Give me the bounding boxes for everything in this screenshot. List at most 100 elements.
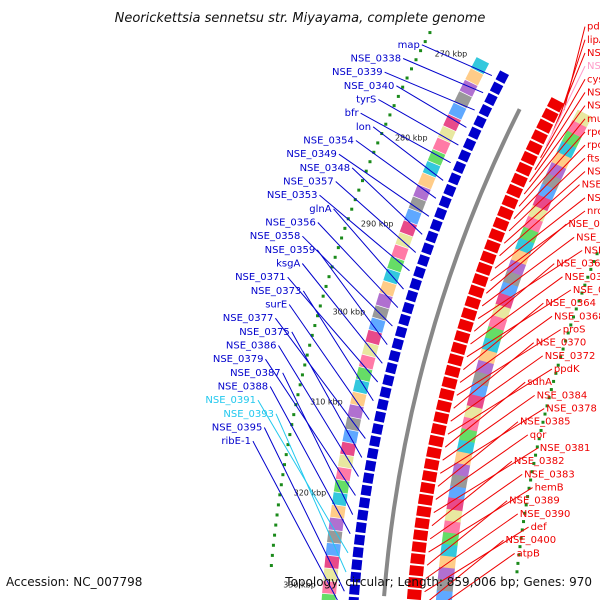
leader-line xyxy=(473,263,555,332)
leader-line xyxy=(384,71,475,111)
tick-label: 320 kbp xyxy=(294,489,327,498)
gc-dot xyxy=(414,58,418,62)
gene-label: NSE_0395 xyxy=(212,423,263,434)
leader-line xyxy=(459,315,553,383)
forward-feature-class xyxy=(347,404,364,419)
leader-line xyxy=(287,276,379,383)
gene-label: NSE_0334 xyxy=(587,101,600,112)
reverse-feature-class xyxy=(478,348,498,365)
gene-label: hemB xyxy=(535,483,564,494)
reverse-feature xyxy=(525,140,543,156)
reverse-feature xyxy=(472,273,489,288)
gc-dot xyxy=(589,267,593,271)
forward-feature xyxy=(362,472,375,484)
forward-feature xyxy=(452,160,467,174)
gc-dot xyxy=(577,299,581,303)
gene-label: ppdK xyxy=(554,364,580,375)
leader-line xyxy=(426,500,508,566)
leader-line xyxy=(431,460,513,527)
forward-feature xyxy=(382,374,395,387)
forward-feature-class xyxy=(404,208,422,225)
reverse-feature-class xyxy=(438,555,457,569)
forward-feature xyxy=(457,149,472,163)
gc-dot xyxy=(527,486,531,490)
gene-label: NSE_0400 xyxy=(506,535,557,546)
reverse-feature xyxy=(475,261,493,276)
forward-feature-class xyxy=(465,68,484,86)
gc-dot xyxy=(535,445,539,449)
forward-feature xyxy=(409,277,422,291)
gc-dot xyxy=(324,284,328,288)
forward-feature-class xyxy=(422,161,441,178)
forward-feature xyxy=(413,266,426,279)
gc-dot xyxy=(419,49,423,53)
reverse-feature xyxy=(479,250,497,265)
gene-label: NSE_0381 xyxy=(540,443,591,454)
leader-line xyxy=(257,399,349,554)
forward-feature xyxy=(421,242,435,256)
gene-label: NSE_0356 xyxy=(265,218,316,229)
gc-dot xyxy=(580,291,584,295)
leader-line xyxy=(421,44,493,76)
reverse-feature xyxy=(464,295,481,310)
reverse-feature-class xyxy=(466,393,486,410)
forward-feature-class xyxy=(454,91,472,109)
leader-line xyxy=(485,223,567,294)
gene-label: rpe xyxy=(587,127,600,138)
leader-line xyxy=(444,381,526,448)
gc-dot xyxy=(518,545,522,549)
gc-dot xyxy=(556,363,560,367)
leader-line xyxy=(291,331,363,458)
leader-line xyxy=(288,304,370,420)
reverse-feature xyxy=(406,588,422,600)
gc-dot xyxy=(423,40,427,44)
gene-label: proS xyxy=(563,325,586,336)
gc-dot xyxy=(340,236,344,240)
leader-line xyxy=(425,513,519,579)
gene-label: NSE_0340 xyxy=(344,81,395,92)
reverse-feature xyxy=(433,411,450,425)
leader-line xyxy=(494,197,586,269)
reverse-feature-class xyxy=(450,474,469,489)
reverse-feature xyxy=(510,172,528,188)
gc-dot xyxy=(559,355,563,359)
forward-feature-class xyxy=(408,196,427,213)
gc-dot xyxy=(284,453,288,457)
gene-label: ftsZ xyxy=(587,153,600,164)
gc-dot xyxy=(292,413,296,417)
leader-line xyxy=(424,526,529,593)
backbone-line xyxy=(382,108,522,597)
reverse-feature xyxy=(501,194,519,210)
forward-feature-class xyxy=(352,379,370,395)
leader-line xyxy=(333,208,404,290)
forward-feature xyxy=(398,313,411,327)
feature-blocks xyxy=(321,57,592,600)
forward-feature xyxy=(352,546,364,558)
leader-line xyxy=(540,79,586,158)
gene-label: NSE_0383 xyxy=(524,469,575,480)
gene-label: NSE_0332 xyxy=(587,87,600,98)
gc-dot xyxy=(572,315,576,319)
gc-dot xyxy=(288,433,292,437)
gene-label: NSE_0387 xyxy=(230,368,281,379)
forward-feature-class xyxy=(471,57,490,75)
gc-dot xyxy=(545,404,549,408)
gc-dot xyxy=(396,94,400,98)
reverse-feature xyxy=(536,118,554,134)
gene-label: NSE_0372 xyxy=(545,351,596,362)
gc-dot xyxy=(368,160,372,164)
gc-dot xyxy=(276,503,280,507)
leader-line xyxy=(534,92,586,171)
gc-dot xyxy=(586,275,590,279)
reverse-feature xyxy=(430,423,447,436)
gene-label: NSE_0385 xyxy=(520,417,571,428)
gc-dot xyxy=(318,304,322,308)
forward-feature xyxy=(391,337,404,351)
gene-label: NSE_0358 xyxy=(250,231,301,242)
gene-label: NSE_0373 xyxy=(251,286,302,297)
gene-label: NSE_0393 xyxy=(223,409,274,420)
gene-label: ksgA xyxy=(276,259,300,270)
gc-dot xyxy=(543,412,547,416)
leader-line xyxy=(551,52,586,134)
